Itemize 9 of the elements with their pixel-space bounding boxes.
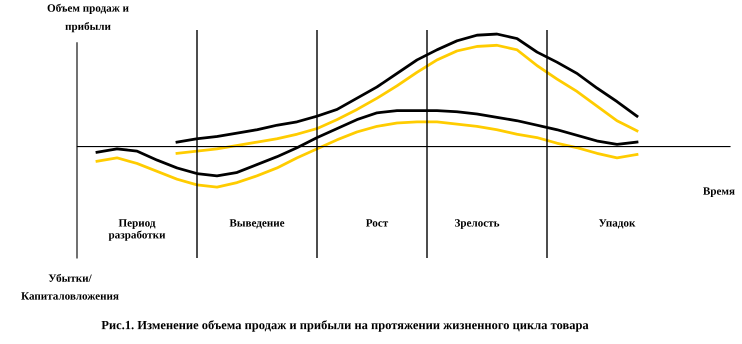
x-tick-label: Выведение	[230, 219, 284, 228]
y-axis-title: Объем продаж и прибыли	[48, 4, 129, 32]
x-tick-label: Рост	[366, 219, 388, 227]
text: Рис.1. Изменение объема продаж и прибыли на протяжении жизненного цикла товара	[102, 320, 588, 332]
x-tick-label: Зрелость	[454, 219, 500, 229]
x-tick-label: Упадок	[598, 219, 636, 228]
text: Убытки/ Капиталовложения	[21, 274, 119, 300]
x-tick-label: Период разработки	[108, 219, 166, 241]
x-axis-title: Время	[703, 187, 735, 198]
